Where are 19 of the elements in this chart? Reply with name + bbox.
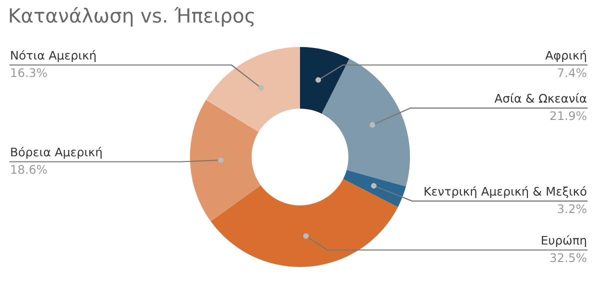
slice-label: Κεντρική Αμερική & Μεξικό [424, 186, 586, 198]
slice-label: Βόρεια Αμερική [11, 146, 102, 159]
data-label: 21.9% [550, 111, 586, 120]
slice-label: Νότια Αμερική [11, 50, 96, 62]
donut-slice [206, 47, 300, 132]
slice-label: Ευρώπη [542, 235, 586, 247]
data-label: 16.3% [11, 68, 47, 78]
data-label: 18.6% [11, 164, 47, 174]
donut-slice [300, 47, 350, 114]
donut-slice [322, 58, 410, 187]
chart-title: Κατανάλωση vs. Ήπειρος [10, 7, 254, 27]
data-label: 32.5% [550, 253, 586, 262]
data-label: 3.2% [558, 204, 586, 214]
slice-label: Ασία & Ωκεανία [494, 93, 586, 103]
data-label: 7.4% [558, 68, 586, 78]
donut-slice [190, 100, 261, 222]
slice-label: Αφρική [545, 50, 586, 62]
donut-slice [343, 170, 406, 208]
donut-slice [210, 179, 398, 267]
